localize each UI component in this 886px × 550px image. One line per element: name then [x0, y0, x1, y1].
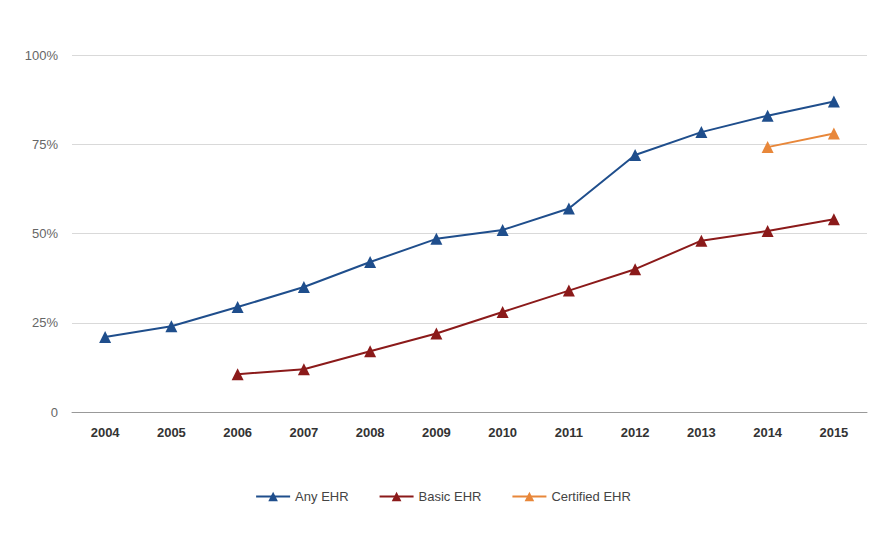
- svg-text:2006: 2006: [223, 425, 252, 440]
- svg-text:75%: 75%: [32, 137, 58, 152]
- svg-text:100%: 100%: [25, 48, 59, 63]
- svg-text:2010: 2010: [488, 425, 517, 440]
- svg-text:2011: 2011: [555, 425, 583, 440]
- svg-text:2013: 2013: [687, 425, 716, 440]
- svg-text:50%: 50%: [32, 226, 58, 241]
- svg-text:2005: 2005: [157, 425, 186, 440]
- svg-text:Certified EHR: Certified EHR: [551, 489, 630, 504]
- svg-text:Basic EHR: Basic EHR: [419, 489, 482, 504]
- svg-text:2009: 2009: [422, 425, 451, 440]
- svg-text:Any EHR: Any EHR: [295, 489, 348, 504]
- svg-text:2012: 2012: [621, 425, 650, 440]
- svg-text:0: 0: [51, 405, 58, 420]
- svg-text:25%: 25%: [32, 315, 58, 330]
- svg-text:2014: 2014: [753, 425, 783, 440]
- svg-text:2008: 2008: [356, 425, 385, 440]
- svg-text:2004: 2004: [91, 425, 121, 440]
- svg-text:2015: 2015: [819, 425, 848, 440]
- svg-text:2007: 2007: [289, 425, 318, 440]
